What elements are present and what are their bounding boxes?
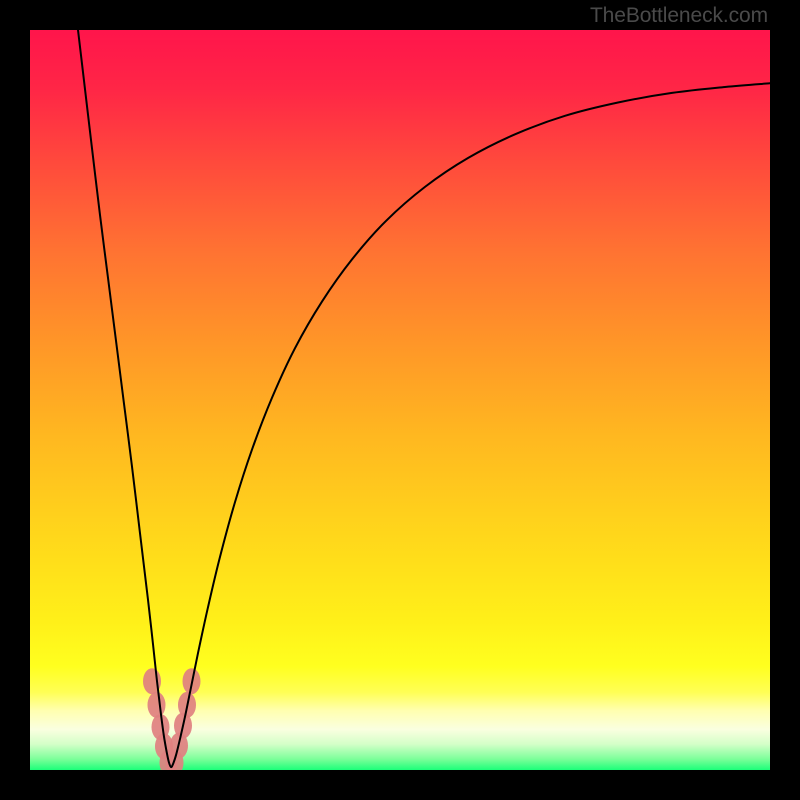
marker-point	[148, 692, 166, 718]
chart-frame: TheBottleneck.com	[0, 0, 800, 800]
watermark-text: TheBottleneck.com	[590, 4, 768, 28]
plot-area	[30, 30, 770, 770]
gradient-rect	[30, 30, 770, 770]
chart-svg	[30, 30, 770, 770]
